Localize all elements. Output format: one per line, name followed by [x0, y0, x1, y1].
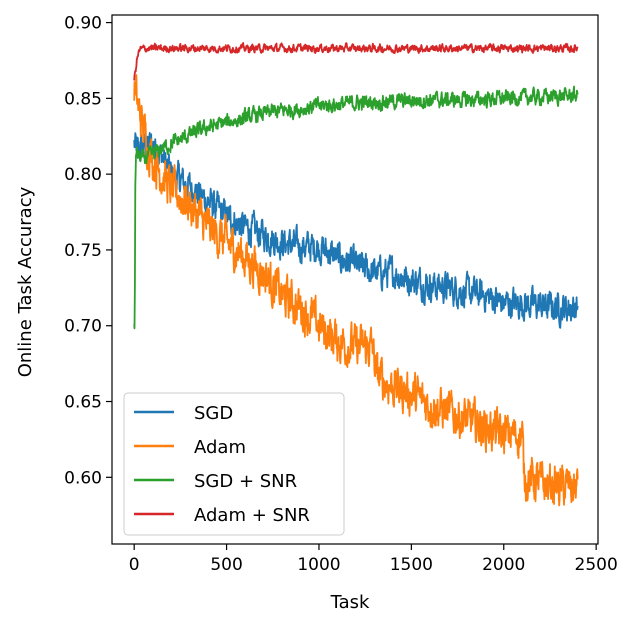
series-line-2 [133, 85, 579, 330]
plot-area [133, 42, 579, 507]
legend-label: SGD + SNR [194, 471, 297, 492]
y-tick-label: 0.85 [64, 89, 102, 109]
x-tick-label: 1500 [390, 555, 433, 575]
series-line-0 [133, 131, 579, 329]
y-tick-label: 0.80 [64, 165, 102, 185]
x-tick-label: 0 [129, 555, 140, 575]
plot-frame [111, 14, 599, 545]
x-tick-label: 2000 [482, 555, 525, 575]
series-line-1 [133, 74, 579, 507]
legend-label: SGD [194, 403, 233, 424]
legend-label: Adam [194, 437, 246, 458]
legend-label: Adam + SNR [194, 505, 310, 526]
y-tick-label: 0.90 [64, 14, 102, 34]
y-tick-label: 0.70 [64, 317, 102, 337]
x-tick-label: 500 [210, 555, 242, 575]
y-axis-label: Online Task Accuracy [15, 186, 36, 377]
x-tick-label: 1000 [297, 555, 340, 575]
legend: SGD Adam SGD + SNR Adam + SNR [123, 392, 345, 536]
y-tick-label: 0.65 [64, 393, 102, 413]
x-axis-label: Task [330, 592, 370, 613]
axes: 0 500 1000 1500 2000 2500 0.60 0.65 0.70 0.75 0.80… [64, 14, 618, 575]
y-tick-label: 0.60 [64, 468, 102, 488]
x-tick-label: 2500 [575, 555, 618, 575]
y-tick-label: 0.75 [64, 241, 102, 261]
series-line-3 [133, 42, 579, 81]
legend-box [123, 392, 345, 536]
